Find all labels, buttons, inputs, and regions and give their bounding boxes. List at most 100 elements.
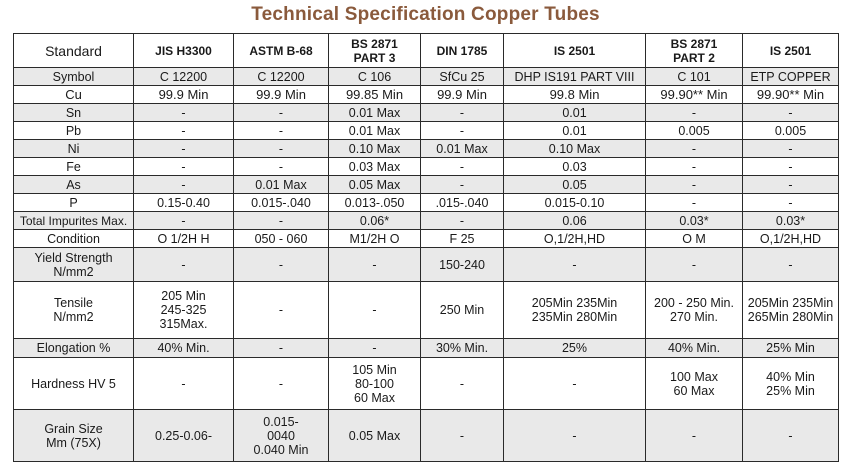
table-cell: -	[133, 247, 234, 282]
table-cell: 0.25-0.06-	[133, 409, 234, 462]
table-cell: 205Min 235Min 265Min 280Min	[742, 281, 839, 339]
table-cell: 99.9 Min	[133, 85, 234, 104]
table-cell: -	[420, 103, 504, 122]
table-row: Elongation % 40% Min. - - 30% Min. 25% 4…	[13, 338, 839, 358]
table-cell: -	[420, 357, 504, 410]
table-cell: -	[742, 157, 839, 176]
row-label: Fe	[13, 157, 134, 176]
table-cell: C 101	[645, 67, 743, 86]
table-cell: -	[328, 281, 421, 339]
table-cell: 40% Min.	[645, 338, 743, 358]
table-cell: -	[645, 409, 743, 462]
table-cell: 205Min 235Min 235Min 280Min	[503, 281, 646, 339]
table-cell: -	[742, 175, 839, 194]
table-cell: -	[420, 409, 504, 462]
table-cell: -	[420, 211, 504, 230]
table-cell: 0.03 Max	[328, 157, 421, 176]
row-label: Cu	[13, 85, 134, 104]
table-row: Pb - - 0.01 Max - 0.01 0.005 0.005	[13, 121, 839, 140]
table-cell: 0.013-.050	[328, 193, 421, 212]
table-cell: -	[742, 193, 839, 212]
table-cell: 0.06	[503, 211, 646, 230]
table-cell: -	[503, 409, 646, 462]
table-cell: -	[645, 175, 743, 194]
table-cell: -	[645, 247, 743, 282]
table-cell: -	[133, 139, 234, 158]
table-cell: -	[645, 157, 743, 176]
table-cell: C 12200	[233, 67, 329, 86]
table-cell: 0.03	[503, 157, 646, 176]
table-cell: -	[233, 357, 329, 410]
table-cell: -	[133, 175, 234, 194]
table-cell: 99.9 Min	[420, 85, 504, 104]
row-label: Total Impurites Max.	[13, 211, 134, 230]
row-label: P	[13, 193, 134, 212]
table-cell: 25% Min	[742, 338, 839, 358]
table-cell: 250 Min	[420, 281, 504, 339]
table-cell: O,1/2H,HD	[503, 229, 646, 248]
table-cell: 0.10 Max	[503, 139, 646, 158]
table-cell: ETP COPPER	[742, 67, 839, 86]
table-cell: -	[233, 247, 329, 282]
table-cell: 0.01 Max	[233, 175, 329, 194]
table-row: Condition O 1/2H H 050 - 060 M1/2H O F 2…	[13, 229, 839, 248]
row-label: Tensile N/mm2	[13, 281, 134, 339]
table-cell: 0.005	[645, 121, 743, 140]
table-cell: O M	[645, 229, 743, 248]
table-cell: -	[233, 139, 329, 158]
table-cell: -	[503, 357, 646, 410]
header-cell: BS 2871 PART 2	[645, 33, 743, 68]
table-cell: 0.015-0.10	[503, 193, 646, 212]
header-cell: Standard	[13, 33, 134, 68]
table-cell: 0.01 Max	[328, 121, 421, 140]
table-cell: .015-.040	[420, 193, 504, 212]
header-cell: IS 2501	[503, 33, 646, 68]
table-cell: -	[742, 409, 839, 462]
specification-table: Standard JIS H3300 ASTM B-68 BS 2871 PAR…	[13, 33, 839, 462]
table-cell: 40% Min 25% Min	[742, 357, 839, 410]
table-cell: 0.05 Max	[328, 175, 421, 194]
header-cell: BS 2871 PART 3	[328, 33, 421, 68]
table-row: As - 0.01 Max 0.05 Max - 0.05 - -	[13, 175, 839, 194]
table-cell: 0.01 Max	[420, 139, 504, 158]
table-row: Ni - - 0.10 Max 0.01 Max 0.10 Max - -	[13, 139, 839, 158]
row-label: Elongation %	[13, 338, 134, 358]
table-cell: 30% Min.	[420, 338, 504, 358]
table-row: P 0.15-0.40 0.015-.040 0.013-.050 .015-.…	[13, 193, 839, 212]
table-row: Hardness HV 5 - - 105 Min 80-100 60 Max …	[13, 357, 839, 410]
row-label: Symbol	[13, 67, 134, 86]
table-cell: 99.8 Min	[503, 85, 646, 104]
table-cell: 40% Min.	[133, 338, 234, 358]
table-cell: -	[233, 338, 329, 358]
table-row: Tensile N/mm2 205 Min 245-325 315Max. - …	[13, 281, 839, 339]
table-cell: C 106	[328, 67, 421, 86]
table-cell: -	[645, 103, 743, 122]
table-cell: -	[233, 103, 329, 122]
table-cell: M1/2H O	[328, 229, 421, 248]
table-cell: 100 Max 60 Max	[645, 357, 743, 410]
row-label: As	[13, 175, 134, 194]
table-cell: 0.03*	[645, 211, 743, 230]
table-cell: 0.06*	[328, 211, 421, 230]
table-cell: -	[233, 121, 329, 140]
table-cell: C 12200	[133, 67, 234, 86]
table-cell: -	[742, 247, 839, 282]
table-cell: 0.15-0.40	[133, 193, 234, 212]
table-cell: -	[420, 157, 504, 176]
table-cell: 0.05 Max	[328, 409, 421, 462]
row-label: Pb	[13, 121, 134, 140]
table-cell: DHP IS191 PART VIII	[503, 67, 646, 86]
table-cell: 0.005	[742, 121, 839, 140]
header-cell: ASTM B-68	[233, 33, 329, 68]
table-cell: 99.90** Min	[742, 85, 839, 104]
table-cell: 99.9 Min	[233, 85, 329, 104]
table-cell: 0.03*	[742, 211, 839, 230]
table-cell: -	[645, 139, 743, 158]
table-cell: -	[233, 211, 329, 230]
table-cell: SfCu 25	[420, 67, 504, 86]
row-label: Hardness HV 5	[13, 357, 134, 410]
row-label: Sn	[13, 103, 134, 122]
table-cell: -	[233, 281, 329, 339]
table-cell: -	[420, 175, 504, 194]
table-cell: 050 - 060	[233, 229, 329, 248]
